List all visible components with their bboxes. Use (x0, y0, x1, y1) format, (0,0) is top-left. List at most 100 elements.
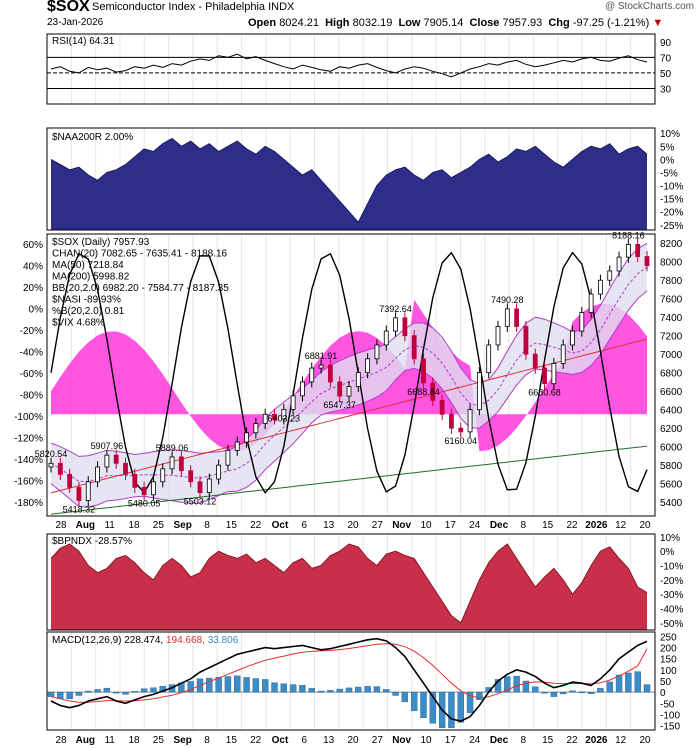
price-y-tick-label: 7000 (660, 350, 683, 361)
price-legend-entry: $SOX (Daily) 7957.93 (52, 237, 150, 248)
macd-y-tick-label: 50 (660, 677, 672, 688)
macd-histogram-bar (215, 677, 222, 693)
price-y-tick-label: 6600 (660, 387, 683, 398)
naa200r-line (50, 137, 648, 224)
macd-histogram-bar (66, 691, 73, 700)
percent-y-tick-label: -20% (20, 326, 43, 337)
price-annotation: 6881.91 (305, 351, 338, 361)
macd-signal-line (50, 643, 648, 703)
x-axis-tick-label-bottom: Oct (272, 735, 289, 746)
down-arrow-icon: ▼ (652, 17, 664, 29)
x-axis-tick-label-bottom: 12 (615, 735, 627, 746)
chart-date: 23-Jan-2026 (47, 17, 104, 28)
candle-body (216, 464, 222, 480)
candle-body (532, 353, 538, 369)
candle-body (383, 330, 389, 346)
candle-body (244, 432, 249, 443)
macd-histogram-bar (364, 686, 371, 693)
candle-body (551, 363, 557, 385)
macd-histogram-bar (261, 679, 269, 693)
x-axis-tick-label-bottom: 15 (226, 735, 238, 746)
candle-body (290, 395, 296, 410)
high-value: 8032.19 (352, 17, 393, 29)
candle-body (281, 408, 287, 420)
percent-y-tick-label: 40% (23, 262, 43, 273)
macd-histogram-bar (122, 691, 129, 695)
bpndx-y-tick-label: 0% (660, 547, 675, 558)
macd-histogram-bar (140, 688, 148, 693)
macd-histogram-bar (383, 689, 390, 693)
x-axis-tick-label: 10 (420, 520, 432, 531)
candle-body (234, 441, 240, 451)
macd-histogram-bar (355, 686, 362, 693)
x-axis-tick-label-bottom: 22 (566, 735, 578, 746)
x-axis-tick-label: 13 (323, 520, 335, 531)
candle-body (616, 256, 622, 272)
macd-y-tick-label: -100 (660, 710, 680, 721)
macd-histogram-bar (243, 677, 250, 693)
macd-legend-name: MACD(12,26,9) (52, 635, 124, 646)
low-value: 7905.14 (423, 17, 464, 29)
x-axis-tick-label: Aug (76, 520, 95, 531)
macd-histogram-bar (587, 691, 595, 694)
price-annotation: 5503.12 (184, 497, 217, 507)
macd-histogram-bar (317, 690, 325, 693)
price-y-tick-label: 5600 (660, 480, 683, 491)
rsi-y-tick-label: 30 (660, 84, 672, 95)
bpndx-y-tick-label: -20% (660, 576, 683, 587)
macd-histogram-bar (457, 691, 464, 723)
ohlc-readout: Open 8024.21 High 8032.19 Low 7905.14 Cl… (248, 17, 663, 29)
candle-body (67, 473, 73, 488)
x-axis-tick-label-bottom: 15 (542, 735, 554, 746)
price-annotation: 6403.23 (268, 413, 301, 423)
x-axis-tick-label: 8 (521, 520, 527, 531)
price-annotation: 7392.64 (379, 304, 412, 314)
x-axis-tick-label: 11 (104, 520, 115, 531)
price-legend-entry: %B(20,2.0) 0.81 (52, 306, 125, 317)
x-axis-tick-label-bottom: Sep (173, 735, 191, 746)
macd-histogram-bar (606, 681, 613, 693)
candle-body (57, 462, 63, 475)
price-y-tick-label: 7600 (660, 295, 683, 306)
candle-body (607, 270, 613, 281)
candle-body (495, 326, 501, 346)
x-axis-tick-label: 25 (153, 520, 165, 531)
x-axis-tick-label-bottom: 24 (469, 735, 481, 746)
x-axis-tick-label: 2026 (585, 520, 608, 531)
x-axis-tick-label: 17 (445, 520, 457, 531)
macd-histogram-bar (625, 672, 632, 693)
macd-legend-signal: 194.668, (166, 635, 208, 646)
price-annotation: 5480.05 (128, 499, 161, 509)
candle-body (430, 382, 436, 401)
percent-y-tick-label: -40% (20, 348, 43, 359)
candle-body (141, 486, 147, 496)
x-axis-tick-label: 20 (347, 520, 359, 531)
price-annotation: 6160.04 (444, 436, 477, 446)
price-annotation: 5889.06 (156, 443, 189, 453)
x-axis-tick-label-bottom: Dec (490, 735, 509, 746)
macd-histogram-bar (94, 689, 101, 693)
candle-body (393, 317, 398, 332)
candle-body (123, 462, 128, 475)
macd-histogram-bar (634, 671, 641, 693)
price-annotation: 6547.37 (323, 400, 356, 410)
macd-y-tick-label: 100 (660, 666, 677, 677)
macd-histogram-bar (504, 676, 511, 693)
naa200r-area (51, 138, 647, 230)
x-axis-tick-label-bottom: 20 (639, 735, 651, 746)
candle-body (542, 367, 547, 385)
macd-line (50, 637, 648, 722)
candle-body (253, 423, 259, 434)
watermark: @ StockCharts.com (604, 1, 694, 12)
price-y-tick-label: 6000 (660, 443, 683, 454)
macd-histogram-bar (578, 691, 586, 694)
macd-histogram-bar (476, 691, 483, 700)
candle-body (467, 409, 473, 433)
macd-legend-hist: 33.806 (208, 635, 239, 646)
price-y-tick-label: 7400 (660, 313, 683, 324)
x-axis-tick-label: 6 (302, 520, 308, 531)
macd-y-tick-label: -50 (660, 699, 675, 710)
x-axis-tick-label-bottom: Aug (76, 735, 95, 746)
x-axis-tick-label-bottom: 10 (420, 735, 432, 746)
x-axis-tick-label-bottom: 17 (445, 735, 457, 746)
